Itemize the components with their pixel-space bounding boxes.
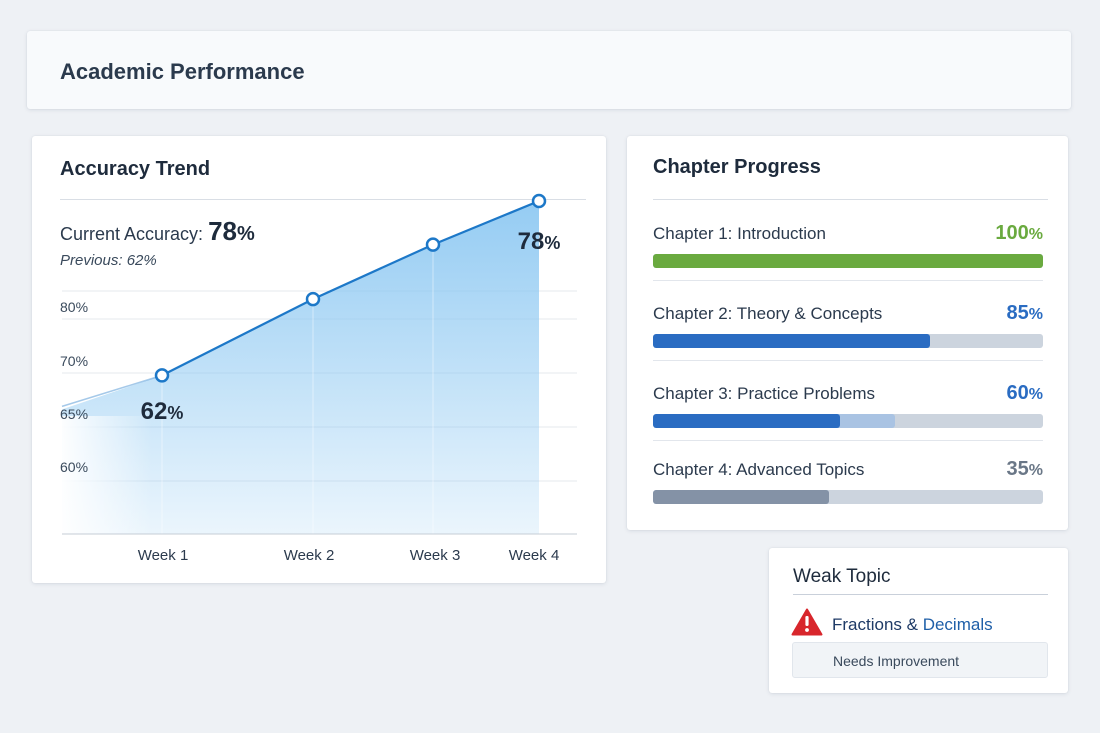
data-point	[531, 193, 547, 209]
x-tick-label: Week 3	[410, 547, 461, 564]
data-point	[154, 368, 170, 383]
chapter-label: Chapter 1: Introduction	[653, 224, 826, 243]
y-tick-label: 70%	[60, 353, 88, 369]
chapter-percent-unit: %	[1028, 462, 1043, 479]
chapter-percent: 60%	[1007, 382, 1043, 405]
series-line-lead	[61, 374, 163, 408]
chapter-percent: 100%	[995, 222, 1043, 245]
progress-bar-fill	[653, 490, 829, 504]
divider	[653, 199, 1048, 200]
progress-bar-fill	[653, 414, 841, 428]
previous-accuracy: Previous: 62%	[60, 252, 157, 269]
divider	[60, 199, 586, 200]
status-badge: Needs Improvement	[792, 642, 1048, 678]
chapter-divider	[653, 440, 1043, 441]
y-tick-label: 60%	[60, 459, 88, 475]
chapter-label: Chapter 2: Theory & Concepts	[653, 304, 883, 323]
progress-bar-fill	[653, 334, 930, 348]
weak-topic-title: Weak Topic	[793, 566, 891, 587]
chapter-progress-card: Chapter Progress Chapter 1: Introduction…	[627, 136, 1068, 530]
x-tick-label: Week 2	[284, 547, 335, 564]
weak-topic-card: Weak Topic Fractions & Decimals Needs Im…	[769, 548, 1068, 693]
chapter-divider	[653, 360, 1043, 361]
weak-topic-name-part1: Fractions &	[832, 615, 923, 634]
current-accuracy-unit: %	[237, 223, 255, 245]
data-label: 62%	[141, 398, 184, 425]
chapter-percent-value: 85	[1006, 302, 1029, 324]
chapter-percent: 35%	[1007, 458, 1043, 481]
progress-bar-fill	[653, 254, 1043, 268]
accuracy-trend-card: Accuracy Trend Current Accuracy: 78% Pre…	[32, 136, 606, 583]
current-accuracy: Current Accuracy: 78%	[60, 216, 255, 247]
divider	[793, 594, 1048, 595]
data-label: 78%	[518, 228, 561, 255]
x-tick-label: Week 1	[138, 547, 189, 564]
x-tick-label: Week 4	[509, 547, 560, 564]
area-fill	[62, 201, 539, 534]
progress-bar	[653, 334, 1043, 348]
warning-icon	[791, 608, 823, 636]
chapter-percent-unit: %	[1028, 386, 1043, 403]
area-fade	[62, 416, 152, 534]
progress-bar	[653, 414, 1043, 428]
y-tick-label: 80%	[60, 299, 88, 315]
data-point	[425, 237, 441, 252]
progress-bar	[653, 254, 1043, 268]
chapter-percent-unit: %	[1028, 306, 1043, 323]
chapter-label: Chapter 3: Practice Problems	[653, 384, 876, 403]
chapter-progress-title: Chapter Progress	[653, 156, 821, 178]
chapter-divider	[653, 280, 1043, 281]
accuracy-trend-title: Accuracy Trend	[60, 158, 211, 180]
current-accuracy-value: 78	[208, 216, 237, 246]
progress-bar	[653, 490, 1043, 504]
current-accuracy-label: Current Accuracy:	[60, 224, 204, 244]
chapter-percent-value: 35	[1006, 458, 1029, 480]
weak-topic-name[interactable]: Fractions & Decimals	[832, 615, 993, 635]
series-line	[161, 199, 540, 377]
chapter-percent-unit: %	[1028, 226, 1043, 243]
accuracy-chart: 60% 65% 70% 80% Week 1 Week 2 Week 3 Week 4 62% 7…	[60, 193, 577, 564]
chapter-label: Chapter 4: Advanced Topics	[653, 460, 865, 479]
data-point	[305, 291, 321, 307]
chapter-percent: 85%	[1007, 302, 1043, 325]
page-title: Academic Performance	[60, 59, 305, 84]
header-card: Academic Performance	[27, 31, 1071, 109]
chapter-percent-value: 60	[1006, 382, 1029, 404]
status-text: Needs Improvement	[833, 653, 960, 669]
y-tick-label: 65%	[60, 406, 88, 422]
chapter-percent-value: 100	[995, 222, 1029, 244]
weak-topic-name-part2: Decimals	[922, 615, 993, 634]
